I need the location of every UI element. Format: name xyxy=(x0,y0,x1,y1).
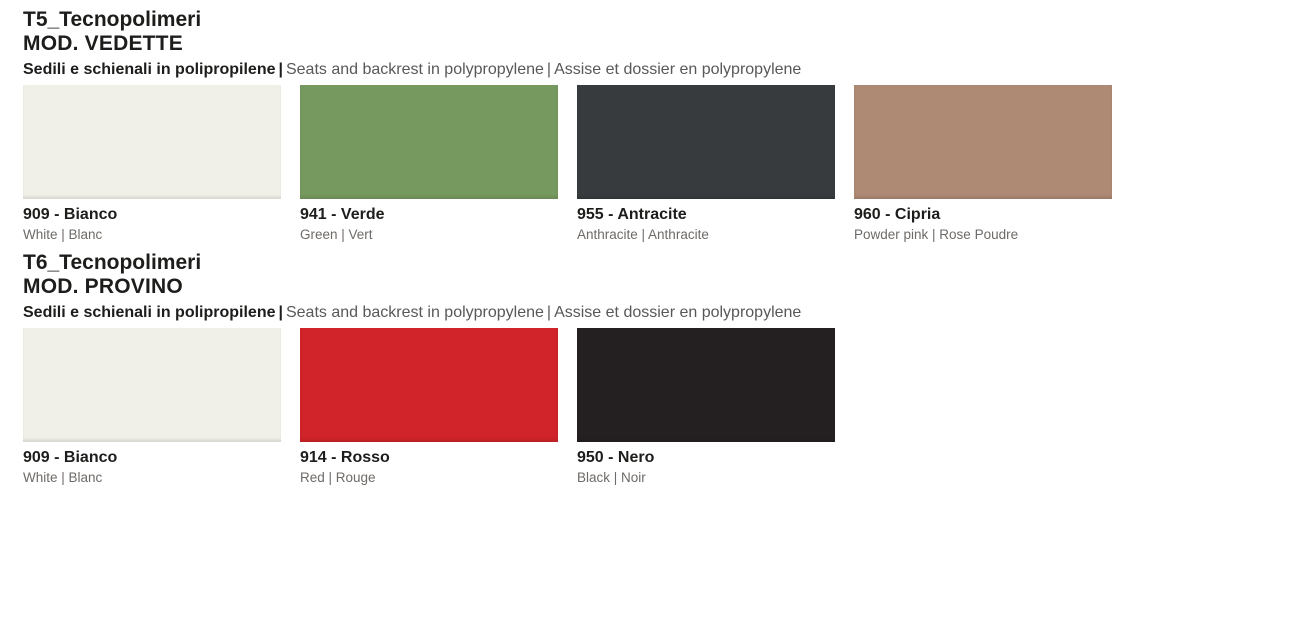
color-swatch-rosso xyxy=(300,328,558,442)
swatch-translations: Green | Vert xyxy=(300,227,373,242)
description-french: Assise et dossier en polypropylene xyxy=(554,304,802,321)
swatch-translations: Powder pink | Rose Poudre xyxy=(854,227,1019,242)
swatch-code: 960 - Cipria xyxy=(854,206,941,223)
separator: | xyxy=(278,304,283,321)
color-swatch-verde xyxy=(300,85,558,199)
color-swatch-antracite xyxy=(577,85,835,199)
swatch-code: 909 - Bianco xyxy=(23,449,118,466)
swatch-translations: White | Blanc xyxy=(23,470,103,485)
section-t6-provino: T6_Tecnopolimeri MOD. PROVINO Sedili e s… xyxy=(0,251,1299,486)
swatch-code: 909 - Bianco xyxy=(23,206,118,223)
series-title: T5_Tecnopolimeri xyxy=(23,8,202,31)
separator: | xyxy=(546,304,552,321)
swatch-code: 950 - Nero xyxy=(577,449,655,466)
description-italian: Sedili e schienali in polipropilene xyxy=(23,304,276,321)
model-title: MOD. PROVINO xyxy=(23,275,183,298)
section-t5-vedette: T5_Tecnopolimeri MOD. VEDETTE Sedili e s… xyxy=(0,8,1299,243)
color-swatch-cipria xyxy=(854,85,1112,199)
color-swatch-bianco xyxy=(23,328,281,442)
description-english: Seats and backrest in polypropylene xyxy=(285,304,544,321)
swatch-row: 909 - Bianco White | Blanc 914 - Rosso R… xyxy=(23,328,1299,486)
swatch-code: 955 - Antracite xyxy=(577,206,687,223)
color-swatch-bianco xyxy=(23,85,281,199)
swatch-row: 909 - Bianco White | Blanc 941 - Verde G… xyxy=(23,85,1299,243)
swatch-cell: 950 - Nero Black | Noir xyxy=(577,328,835,486)
swatch-translations: Anthracite | Anthracite xyxy=(577,227,709,242)
swatch-translations: White | Blanc xyxy=(23,227,103,242)
separator: | xyxy=(546,61,552,78)
description-english: Seats and backrest in polypropylene xyxy=(285,61,544,78)
swatch-cell: 909 - Bianco White | Blanc xyxy=(23,85,281,243)
description-french: Assise et dossier en polypropylene xyxy=(554,61,802,78)
swatch-cell: 955 - Antracite Anthracite | Anthracite xyxy=(577,85,835,243)
material-description: Sedili e schienali in polipropilene | Seat… xyxy=(23,60,1299,80)
swatch-cell: 960 - Cipria Powder pink | Rose Poudre xyxy=(854,85,1112,243)
model-title: MOD. VEDETTE xyxy=(23,32,183,55)
swatch-code: 941 - Verde xyxy=(300,206,385,223)
material-description: Sedili e schienali in polipropilene | Seat… xyxy=(23,303,1299,323)
swatch-translations: Red | Rouge xyxy=(300,470,376,485)
swatch-translations: Black | Noir xyxy=(577,470,646,485)
swatch-cell: 909 - Bianco White | Blanc xyxy=(23,328,281,486)
swatch-cell: 941 - Verde Green | Vert xyxy=(300,85,558,243)
swatch-code: 914 - Rosso xyxy=(300,449,390,466)
separator: | xyxy=(278,61,283,78)
swatch-cell: 914 - Rosso Red | Rouge xyxy=(300,328,558,486)
description-italian: Sedili e schienali in polipropilene xyxy=(23,61,276,78)
color-swatch-nero xyxy=(577,328,835,442)
series-title: T6_Tecnopolimeri xyxy=(23,251,202,274)
